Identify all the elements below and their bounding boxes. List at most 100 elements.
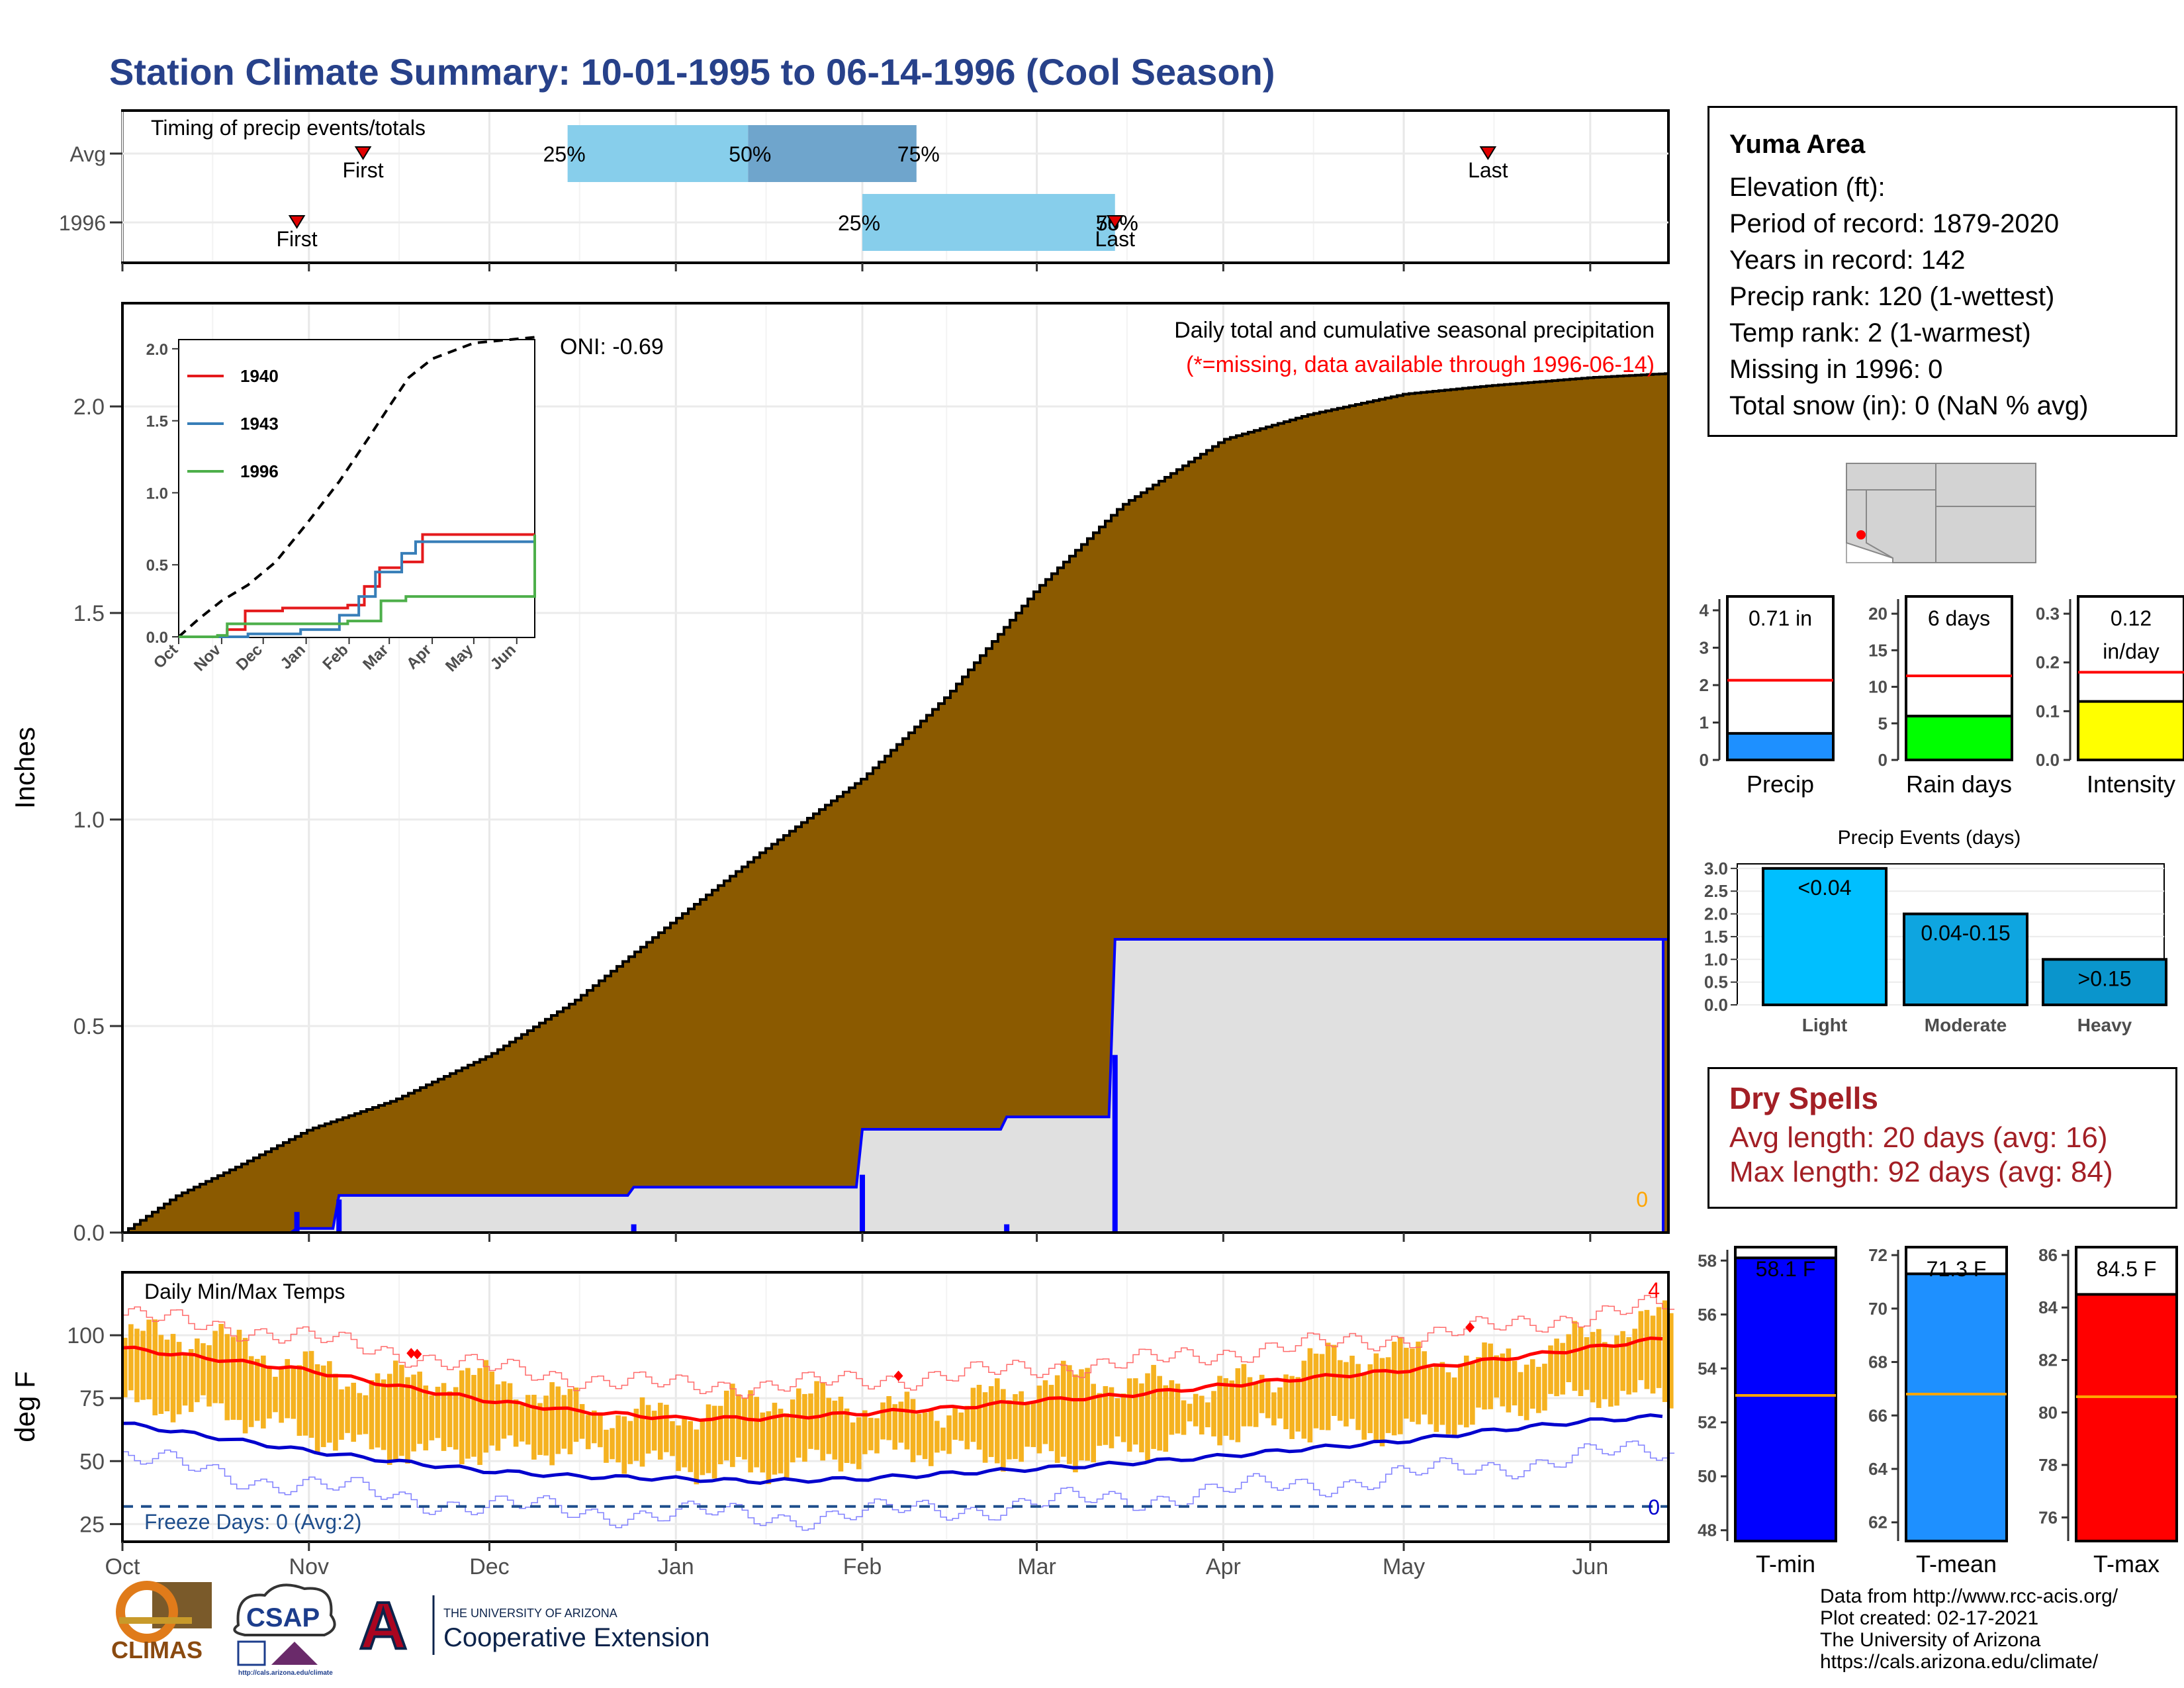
- daily-temp-bar: [1091, 1383, 1096, 1463]
- daily-temp-bar: [886, 1396, 891, 1440]
- daily-temp-bar: [1349, 1356, 1355, 1419]
- daily-temp-bar: [688, 1421, 694, 1472]
- daily-temp-bar: [1193, 1393, 1199, 1427]
- summary-precip-y-tick-label: 1: [1700, 712, 1709, 732]
- daily-temp-bar: [429, 1395, 435, 1440]
- daily-temp-bar: [1259, 1374, 1265, 1413]
- daily-temp-bar: [339, 1389, 344, 1440]
- temp-y-tick-label: 100: [67, 1323, 105, 1348]
- daily-temp-bar: [483, 1360, 488, 1453]
- daily-temp-bar: [970, 1387, 976, 1442]
- daily-temp-bar: [1500, 1353, 1506, 1407]
- timing-p25-label: 25%: [543, 142, 586, 166]
- daily-temp-bar: [345, 1386, 350, 1433]
- summary-temp-y-tick-label: 86: [2038, 1245, 2058, 1265]
- daily-temp-bar: [1644, 1309, 1650, 1389]
- oni-label: ONI: -0.69: [560, 334, 664, 359]
- timing-bar-lower: [567, 125, 749, 182]
- daily-temp-bar: [351, 1382, 356, 1442]
- daily-temp-bar: [1133, 1378, 1138, 1445]
- daily-temp-bar: [670, 1421, 675, 1456]
- daily-temp-bar: [1229, 1380, 1235, 1440]
- ua-logo-main: Cooperative Extension: [443, 1623, 709, 1652]
- daily-temp-bar: [1187, 1403, 1193, 1422]
- daily-temp-bar: [1638, 1311, 1644, 1380]
- climas-logo: CLIMAS: [111, 1581, 212, 1664]
- daily-temp-bar: [1476, 1357, 1481, 1408]
- summary-temp-category-label: T-max: [2093, 1550, 2160, 1577]
- daily-temp-bar: [1650, 1315, 1656, 1394]
- inset-frame: [178, 339, 535, 638]
- daily-temp-bar: [1343, 1362, 1349, 1427]
- precip-y-tick-label: 1.5: [73, 601, 105, 626]
- timing-title: Timing of precip events/totals: [151, 116, 426, 140]
- summary-temp-y-tick-label: 78: [2038, 1455, 2058, 1475]
- temp-panel: 25 50 75 100 Daily Min/Max Temps Freeze Day…: [9, 1271, 1675, 1543]
- events-bar-label: >0.15: [2078, 966, 2132, 990]
- daily-temp-bar: [357, 1393, 363, 1435]
- timing-panel: 25%50%75%FirstLastAvg25%50%75%FirstLast1…: [59, 109, 1670, 271]
- daily-temp-bar: [1139, 1383, 1144, 1452]
- month-tick-label: Nov: [289, 1554, 329, 1579]
- daily-temp-bar: [723, 1390, 729, 1461]
- daily-temp-bar: [1217, 1376, 1222, 1446]
- daily-temp-bar: [387, 1374, 392, 1465]
- summary-temp-y-tick-label: 50: [1698, 1466, 1717, 1486]
- daily-temp-bar: [1145, 1373, 1150, 1461]
- timing-first-label: First: [342, 158, 383, 182]
- daily-temp-bar: [447, 1391, 453, 1448]
- daily-temp-bar: [1307, 1348, 1313, 1443]
- daily-temp-bar: [1325, 1342, 1331, 1430]
- daily-temp-bar: [242, 1338, 248, 1434]
- dry-spells-box: Dry Spells Avg length: 20 days (avg: 16)…: [1707, 1067, 2177, 1209]
- summary-precip-y-tick-label: 0: [1878, 750, 1888, 770]
- daily-temp-bar: [1338, 1360, 1343, 1421]
- daily-temp-bar: [808, 1393, 813, 1449]
- events-y-tick-label: 0.0: [1704, 995, 1728, 1015]
- daily-temp-bar: [940, 1427, 946, 1451]
- daily-temp-bar: [1181, 1400, 1187, 1435]
- timing-row-label: 1996: [59, 211, 106, 235]
- daily-temp-bar: [838, 1396, 844, 1472]
- precip-y-tick-label: 0.0: [73, 1221, 105, 1246]
- record-max-point: [406, 1348, 416, 1359]
- inset-avg-line: [177, 336, 535, 638]
- daily-temp-bar: [694, 1429, 700, 1485]
- daily-temp-bar: [1277, 1387, 1283, 1419]
- daily-temp-bar: [598, 1415, 603, 1448]
- events-category-label: Heavy: [2077, 1015, 2132, 1035]
- freeze-count: 0: [1648, 1495, 1660, 1519]
- summary-precip-value-bar: [1905, 714, 2013, 762]
- daily-temp-bar: [291, 1366, 296, 1419]
- daily-temp-bar: [1036, 1385, 1042, 1454]
- daily-temp-bar: [1211, 1391, 1216, 1436]
- daily-temp-bar: [1548, 1345, 1553, 1394]
- summary-precip-panels: 0 1 2 3 4 0.71 in Precip 0 5 10 15 20 6 days Rain day…: [1700, 595, 2184, 798]
- timing-last-marker: [1479, 146, 1497, 160]
- daily-temp-bar: [1235, 1368, 1241, 1442]
- daily-temp-bar: [1422, 1351, 1427, 1415]
- summary-precip-y-tick-label: 20: [1868, 604, 1888, 624]
- events-bar: [2042, 958, 2167, 1006]
- events-bar: [1903, 912, 2028, 1007]
- daily-temp-bar: [916, 1413, 922, 1456]
- inset-legend-label: 1940: [240, 366, 279, 386]
- daily-temp-bar: [796, 1388, 801, 1458]
- timing-p50-label: 50%: [729, 142, 771, 166]
- daily-temp-bar: [645, 1405, 651, 1454]
- month-tick-label: Feb: [843, 1554, 882, 1579]
- daily-temp-bar: [910, 1399, 916, 1462]
- events-y-tick-label: 2.0: [1704, 904, 1728, 924]
- daily-temp-bar: [976, 1384, 982, 1450]
- events-bar-label: 0.04-0.15: [1921, 921, 2010, 945]
- daily-temp-bar: [1385, 1357, 1391, 1433]
- summary-precip-y-tick-label: 10: [1868, 677, 1888, 697]
- inset-series-line: [179, 534, 536, 638]
- summary-precip-category-label: Precip: [1747, 771, 1814, 798]
- daily-temp-bar: [784, 1413, 790, 1478]
- credits: Data from http://www.rcc-acis.org/ Plot …: [1820, 1585, 2118, 1673]
- station-info-box: Yuma Area Elevation (ft): Period of reco…: [1707, 106, 2177, 437]
- inset-y-tick-label: 0.5: [146, 557, 168, 575]
- daily-temp-bar: [736, 1394, 741, 1457]
